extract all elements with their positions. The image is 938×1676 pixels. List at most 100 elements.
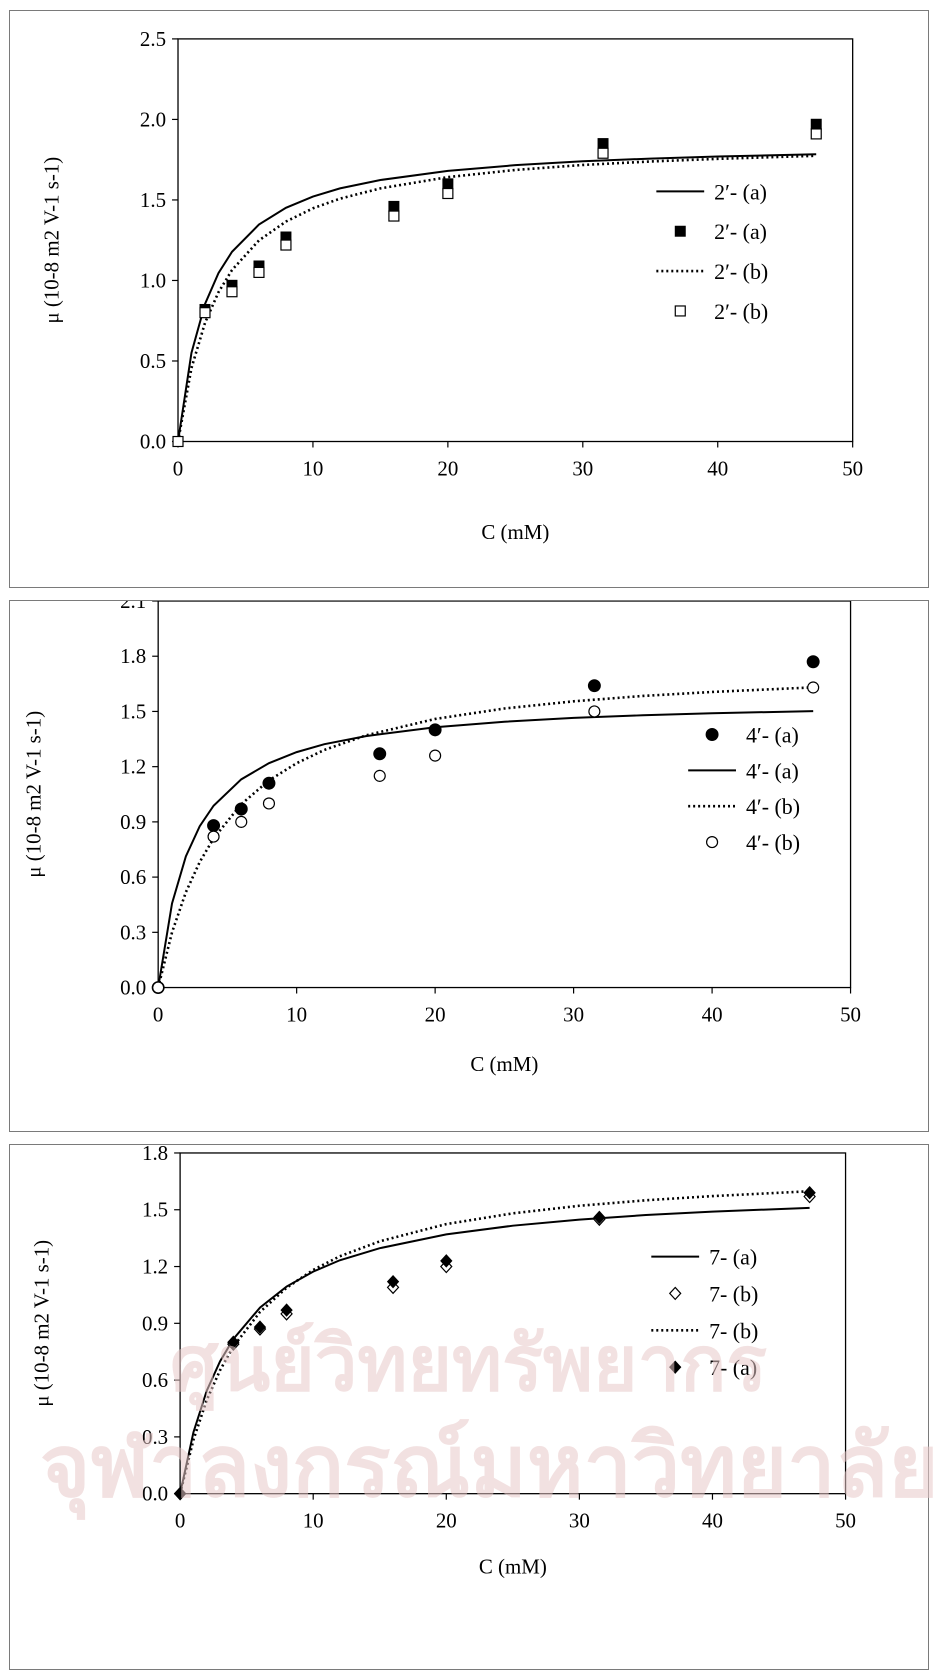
x-tick-label: 0 xyxy=(153,1002,163,1026)
data-point-marker xyxy=(429,749,442,762)
legend-entry-label: 4′- (a) xyxy=(746,722,799,747)
x-tick-label: 50 xyxy=(840,1002,861,1026)
x-tick-label: 40 xyxy=(702,1002,723,1026)
series-0 xyxy=(151,655,820,995)
chart-2-prime: 0 10 20 30 40 50 0.0 0.5 1.0 1.5 2.0 2.5 C (mM) μ (10… xyxy=(39,27,863,544)
data-point-marker xyxy=(280,239,292,251)
data-point-marker xyxy=(235,815,248,828)
legend-marker-swatch xyxy=(706,836,719,849)
y-tick-label: 1.2 xyxy=(120,755,146,779)
plot-area-frame xyxy=(177,38,854,443)
series-3 xyxy=(172,128,822,448)
fit-curve-line xyxy=(177,153,817,442)
legend-entry-label: 2′- (a) xyxy=(714,179,767,204)
series-2 xyxy=(156,686,814,988)
y-tick-label: 1.5 xyxy=(140,188,166,212)
data-point-marker xyxy=(440,1254,453,1268)
data-point-marker xyxy=(262,797,276,810)
y-tick-label: 0.6 xyxy=(120,865,146,889)
y-tick-label: 0.5 xyxy=(140,349,166,373)
y-tick-label: 0.0 xyxy=(140,429,166,453)
data-point-marker xyxy=(587,679,601,693)
data-point-marker xyxy=(373,747,387,761)
y-tick-label: 2.0 xyxy=(140,107,166,131)
data-point-marker xyxy=(172,435,184,448)
data-point-marker xyxy=(173,1486,187,1501)
y-tick-label: 1.8 xyxy=(142,1145,168,1165)
y-tick-label: 1.8 xyxy=(120,644,146,668)
x-tick-label: 30 xyxy=(572,456,593,480)
x-tick-label: 0 xyxy=(175,1509,185,1533)
data-point-marker xyxy=(428,723,442,737)
series-1 xyxy=(157,710,814,988)
data-point-marker xyxy=(373,769,386,782)
data-point-marker xyxy=(262,776,276,790)
y-tick-label: 0.3 xyxy=(142,1425,168,1449)
data-point-marker xyxy=(207,830,220,843)
data-point-marker xyxy=(803,1186,816,1200)
legend: 2′- (a) 2′- (a) 2′- (b) 2′- (b) xyxy=(656,179,768,324)
x-tick-label: 20 xyxy=(425,1002,446,1026)
data-point-marker xyxy=(597,147,609,159)
y-axis-label: μ (10-8 m2 V-1 s-1) xyxy=(30,1240,54,1407)
y-tick-label: 1.0 xyxy=(140,268,166,292)
y-axis-label: μ (10-8 m2 V-1 s-1) xyxy=(22,711,46,878)
data-point-marker xyxy=(226,286,238,298)
legend-marker-swatch xyxy=(674,305,686,317)
legend-marker-swatch xyxy=(668,1286,682,1301)
x-tick-label: 10 xyxy=(303,1509,324,1533)
data-point-marker xyxy=(253,1320,267,1334)
x-tick-label: 20 xyxy=(437,456,458,480)
chart-panel-4-prime: 0 10 20 30 40 50 0.0 0.3 0.6 0.9 1.2 1.5 1.8 2.1 C (mM… xyxy=(9,600,929,1132)
y-tick-label: 0.0 xyxy=(142,1482,168,1506)
series-3 xyxy=(173,1186,816,1501)
data-point-marker xyxy=(227,1335,240,1349)
data-point-marker xyxy=(588,705,601,718)
series-0 xyxy=(179,1206,810,1494)
legend-entry-label: 2′- (b) xyxy=(714,259,768,284)
data-point-marker xyxy=(810,118,822,130)
x-tick-label: 30 xyxy=(563,1002,584,1026)
data-point-marker xyxy=(810,128,822,140)
data-point-marker xyxy=(806,655,820,669)
x-tick-label: 40 xyxy=(707,456,728,480)
legend: 4′- (a) 4′- (a) 4′- (b) 4′- (b) xyxy=(688,722,800,855)
x-axis-label: C (mM) xyxy=(481,520,549,544)
data-point-marker xyxy=(253,266,265,278)
data-point-marker xyxy=(807,681,820,694)
x-tick-label: 50 xyxy=(835,1509,856,1533)
legend-entry-label: 4′- (b) xyxy=(746,794,800,819)
x-axis-label: C (mM) xyxy=(470,1052,538,1076)
series-1 xyxy=(173,1189,816,1501)
chart-panel-2-prime: 0 10 20 30 40 50 0.0 0.5 1.0 1.5 2.0 2.5 C (mM) μ (10… xyxy=(9,10,929,588)
x-tick-label: 20 xyxy=(436,1509,457,1533)
legend-entry-label: 4′- (b) xyxy=(746,830,800,855)
x-tick-label: 10 xyxy=(302,456,323,480)
legend-entry-label: 2′- (b) xyxy=(714,299,768,324)
data-point-marker xyxy=(388,200,400,212)
legend-entry-label: 2′- (a) xyxy=(714,219,767,244)
legend-entry-label: 7- (b) xyxy=(709,1281,758,1306)
y-tick-label: 1.5 xyxy=(120,699,146,723)
legend-entry-label: 4′- (a) xyxy=(746,758,799,783)
x-tick-label: 50 xyxy=(842,456,863,480)
legend-marker-swatch xyxy=(705,728,719,741)
fit-curve-line xyxy=(179,1206,810,1494)
plot-area-frame xyxy=(157,601,852,989)
data-point-marker xyxy=(207,819,221,833)
legend: 7- (a) 7- (b) 7- (b) 7- (a) xyxy=(651,1245,758,1380)
legend-marker-swatch xyxy=(674,225,686,237)
y-tick-label: 0.0 xyxy=(120,976,146,1000)
data-point-marker xyxy=(593,1210,606,1225)
series-0 xyxy=(177,153,817,442)
y-tick-label: 2.1 xyxy=(120,601,146,613)
x-tick-label: 0 xyxy=(173,456,183,480)
legend-entry-label: 7- (a) xyxy=(709,1355,757,1380)
series-3 xyxy=(152,681,820,994)
data-point-marker xyxy=(152,981,165,994)
data-point-marker xyxy=(280,1303,293,1317)
y-axis-label: μ (10-8 m2 V-1 s-1) xyxy=(39,157,63,324)
y-tick-label: 0.9 xyxy=(142,1311,168,1335)
legend-entry-label: 7- (a) xyxy=(709,1245,757,1270)
chart-panel-7: 0 10 20 30 40 50 0.0 0.3 0.6 0.9 1.2 1.5 1.8 C (mM) μ … xyxy=(9,1144,929,1670)
